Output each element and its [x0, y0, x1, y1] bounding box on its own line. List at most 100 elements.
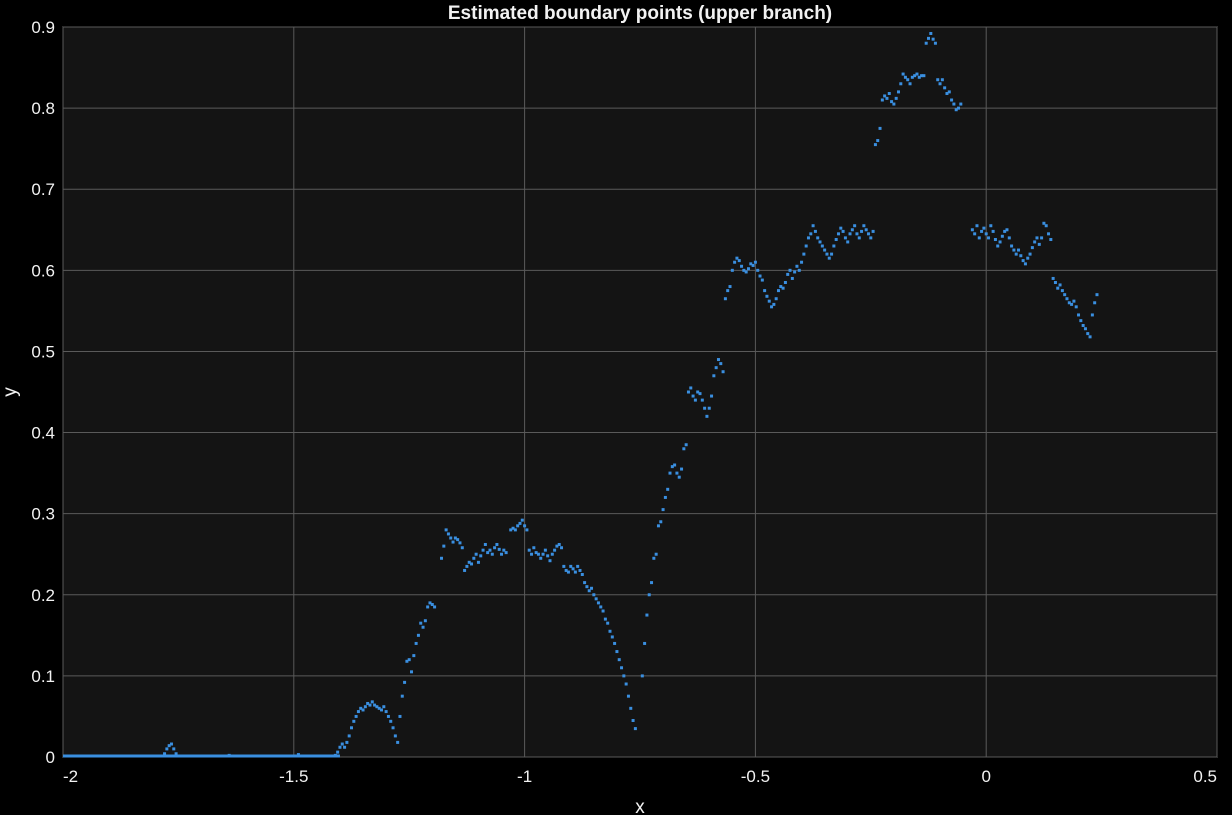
data-point	[945, 92, 949, 96]
data-point	[1083, 327, 1087, 331]
data-point	[373, 703, 377, 707]
data-point	[913, 74, 917, 78]
data-point	[493, 546, 497, 550]
x-tick-label: 0	[981, 767, 990, 786]
data-point	[686, 390, 690, 394]
data-point	[924, 41, 928, 45]
data-point	[800, 260, 804, 264]
data-point	[504, 551, 508, 555]
data-point	[843, 236, 847, 240]
data-point	[1063, 293, 1067, 297]
data-point	[691, 394, 695, 398]
data-point	[802, 252, 806, 256]
data-point	[1056, 286, 1060, 290]
data-point	[543, 548, 547, 552]
data-point	[1028, 252, 1032, 256]
data-point	[1070, 302, 1074, 306]
data-point	[414, 641, 418, 645]
data-point	[689, 386, 693, 390]
y-tick-label: 0.2	[31, 586, 55, 605]
data-point	[384, 710, 388, 714]
data-point	[1079, 319, 1083, 323]
data-point	[645, 613, 649, 617]
data-point	[536, 552, 540, 556]
data-point	[677, 475, 681, 479]
data-point	[172, 747, 176, 751]
data-point	[975, 224, 979, 228]
data-point	[707, 406, 711, 410]
data-point	[481, 548, 485, 552]
data-point	[765, 294, 769, 298]
data-point	[927, 36, 930, 40]
data-point	[363, 705, 367, 709]
data-point	[449, 536, 453, 540]
data-point	[982, 226, 986, 230]
data-point	[903, 75, 907, 79]
x-tick-label: -1	[517, 767, 532, 786]
data-point	[1044, 224, 1048, 228]
x-axis-ticks: -2 -1.5 -1 -0.5 0 0.5	[63, 767, 1217, 786]
y-tick-label: 0.1	[31, 667, 55, 686]
data-point	[806, 236, 810, 240]
data-point	[770, 305, 774, 309]
data-point	[400, 694, 404, 698]
data-point	[163, 752, 167, 756]
data-point	[827, 256, 831, 260]
data-point	[497, 547, 501, 551]
data-point	[931, 37, 935, 41]
data-point	[553, 548, 557, 552]
data-point	[1035, 236, 1039, 240]
data-point	[562, 564, 566, 568]
x-tick-label: 0.5	[1193, 767, 1217, 786]
data-point	[1088, 335, 1092, 339]
y-tick-label: 0.6	[31, 261, 55, 280]
data-point	[809, 232, 813, 236]
data-point	[423, 619, 427, 623]
data-point	[463, 568, 467, 572]
data-point	[742, 268, 746, 272]
data-point	[613, 641, 617, 645]
data-point	[1040, 236, 1044, 240]
y-tick-label: 0.9	[31, 18, 55, 37]
data-point	[375, 705, 379, 709]
data-point	[883, 94, 887, 98]
data-point	[580, 573, 584, 576]
data-point	[530, 552, 534, 556]
data-point	[862, 224, 866, 228]
data-point	[1017, 248, 1021, 252]
data-point	[804, 244, 808, 248]
data-point	[834, 238, 838, 242]
data-point	[587, 589, 591, 593]
data-point	[610, 635, 614, 639]
data-point	[532, 546, 536, 550]
data-point	[340, 742, 344, 746]
data-point	[1033, 240, 1037, 244]
data-point	[723, 297, 727, 301]
data-point	[1010, 244, 1014, 248]
x-tick-label: -1.5	[279, 767, 308, 786]
data-point	[1065, 297, 1069, 301]
data-point	[719, 362, 723, 366]
plot-area	[62, 26, 1218, 758]
data-point	[1049, 238, 1053, 242]
data-point	[790, 276, 794, 280]
data-point	[749, 262, 753, 266]
data-point	[726, 289, 730, 293]
data-point	[599, 605, 603, 609]
data-point	[813, 229, 817, 233]
data-point	[857, 236, 861, 240]
data-point	[361, 708, 365, 712]
data-point	[763, 289, 767, 293]
data-point	[571, 567, 575, 571]
data-point	[458, 541, 462, 545]
data-point	[730, 268, 734, 272]
data-point	[350, 726, 353, 730]
data-point	[901, 72, 905, 76]
data-point	[929, 31, 933, 35]
data-point	[490, 552, 494, 556]
data-point	[167, 744, 171, 748]
data-point	[573, 570, 577, 574]
data-point	[767, 299, 771, 303]
data-point	[980, 229, 984, 233]
x-tick-label: -2	[63, 767, 78, 786]
